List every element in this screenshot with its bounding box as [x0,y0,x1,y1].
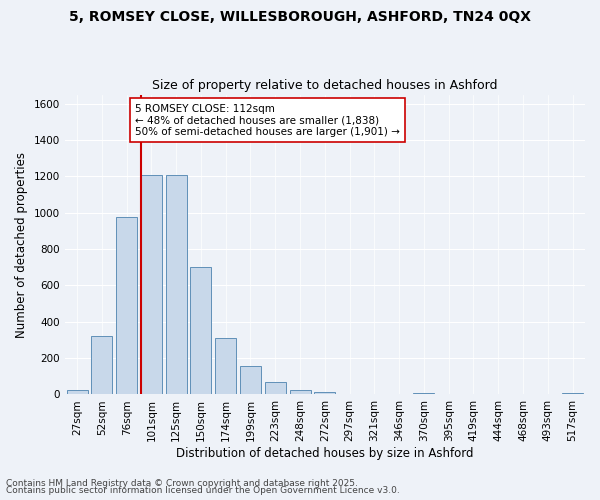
Bar [290,390,311,394]
Text: Contains public sector information licensed under the Open Government Licence v3: Contains public sector information licen… [6,486,400,495]
X-axis label: Distribution of detached houses by size in Ashford: Distribution of detached houses by size … [176,447,473,460]
Title: Size of property relative to detached houses in Ashford: Size of property relative to detached ho… [152,79,497,92]
Bar [265,382,286,394]
Bar [116,217,137,394]
Bar [314,392,335,394]
Text: 5 ROMSEY CLOSE: 112sqm
← 48% of detached houses are smaller (1,838)
50% of semi-: 5 ROMSEY CLOSE: 112sqm ← 48% of detached… [135,104,400,137]
Y-axis label: Number of detached properties: Number of detached properties [15,152,28,338]
Bar [190,267,211,394]
Bar [91,336,112,394]
Text: Contains HM Land Registry data © Crown copyright and database right 2025.: Contains HM Land Registry data © Crown c… [6,478,358,488]
Bar [166,176,187,394]
Bar [141,176,162,394]
Bar [240,366,261,394]
Bar [413,392,434,394]
Bar [67,390,88,394]
Text: 5, ROMSEY CLOSE, WILLESBOROUGH, ASHFORD, TN24 0QX: 5, ROMSEY CLOSE, WILLESBOROUGH, ASHFORD,… [69,10,531,24]
Bar [562,393,583,394]
Bar [215,338,236,394]
